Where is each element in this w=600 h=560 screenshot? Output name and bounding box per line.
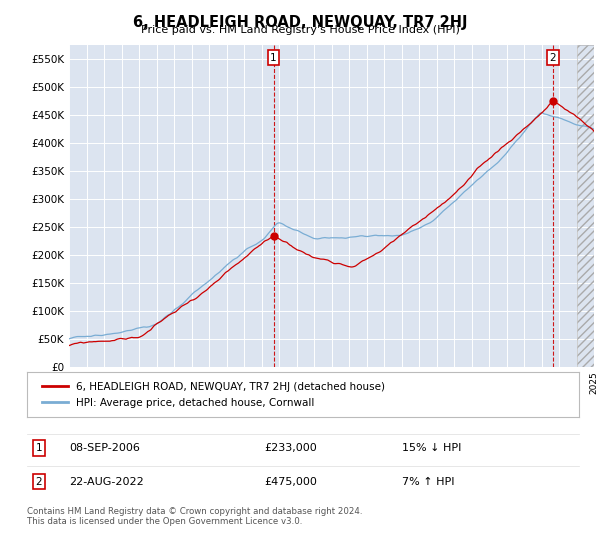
- Text: 2: 2: [550, 53, 556, 63]
- Text: £475,000: £475,000: [264, 477, 317, 487]
- Text: Contains HM Land Registry data © Crown copyright and database right 2024.
This d: Contains HM Land Registry data © Crown c…: [27, 507, 362, 526]
- Text: 1: 1: [35, 443, 43, 453]
- Text: 7% ↑ HPI: 7% ↑ HPI: [402, 477, 455, 487]
- Text: 1: 1: [270, 53, 277, 63]
- Text: 22-AUG-2022: 22-AUG-2022: [69, 477, 144, 487]
- Text: 2: 2: [35, 477, 43, 487]
- Text: 08-SEP-2006: 08-SEP-2006: [69, 443, 140, 453]
- Text: £233,000: £233,000: [264, 443, 317, 453]
- Text: Price paid vs. HM Land Registry's House Price Index (HPI): Price paid vs. HM Land Registry's House …: [140, 25, 460, 35]
- Legend: 6, HEADLEIGH ROAD, NEWQUAY, TR7 2HJ (detached house), HPI: Average price, detach: 6, HEADLEIGH ROAD, NEWQUAY, TR7 2HJ (det…: [38, 378, 389, 412]
- Text: 6, HEADLEIGH ROAD, NEWQUAY, TR7 2HJ: 6, HEADLEIGH ROAD, NEWQUAY, TR7 2HJ: [133, 15, 467, 30]
- Text: 15% ↓ HPI: 15% ↓ HPI: [402, 443, 461, 453]
